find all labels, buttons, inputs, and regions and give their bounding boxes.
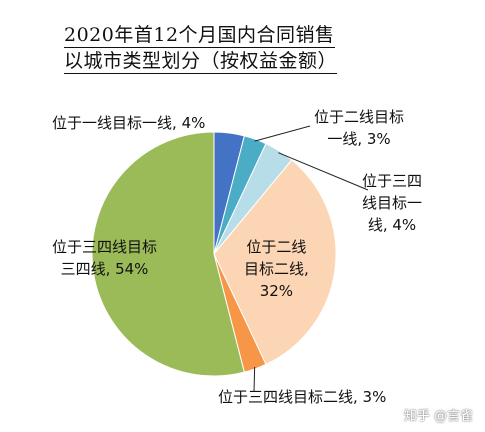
slice-label-tier34-target-tier2: 位于三四线目标二线, 3% (218, 388, 387, 406)
slice-label-tier2-target-tier2: 位于二线 目标二线, 32% (244, 238, 309, 300)
pie-slice-3 (213, 159, 337, 366)
chart-subtitle: 以城市类型划分（按权益金额） (64, 50, 338, 74)
pie-slice-5 (91, 131, 245, 377)
leader-line-4 (253, 366, 256, 393)
leader-line-2 (278, 152, 369, 191)
slice-label-tier34-target-tier34: 位于三四线目标 三四线, 54% (52, 238, 158, 278)
watermark: 知乎 @言雀 (403, 409, 473, 424)
chart-title: 2020年首12个月国内合同销售 (64, 24, 335, 48)
slice-label-tier1-target-tier1: 位于一线目标一线, 4% (52, 114, 206, 132)
leader-line-1 (254, 125, 311, 142)
slice-label-tier2-target-tier1: 位于二线目标 一线, 3% (314, 108, 405, 148)
slice-label-tier34-target-tier1: 位于三四 线目标一 线, 4% (362, 172, 423, 234)
